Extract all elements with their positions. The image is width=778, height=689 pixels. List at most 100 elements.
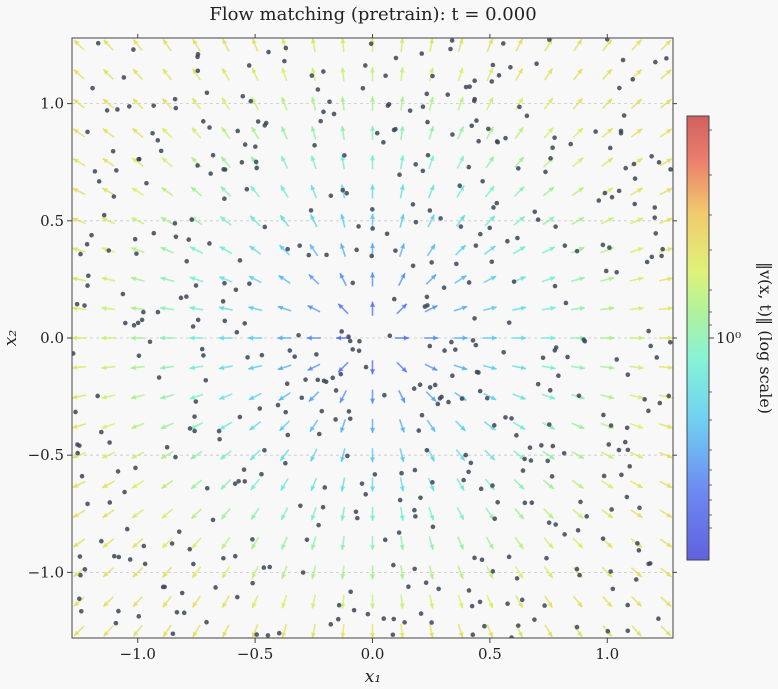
velocity-arrowhead bbox=[637, 483, 643, 488]
sample-point bbox=[574, 624, 580, 630]
sample-point bbox=[505, 601, 510, 607]
velocity-arrowhead bbox=[192, 572, 198, 578]
sample-point bbox=[648, 343, 653, 349]
velocity-arrowhead bbox=[131, 246, 137, 252]
velocity-arrowhead bbox=[189, 394, 196, 400]
sample-point bbox=[242, 479, 248, 484]
sample-point bbox=[242, 321, 248, 326]
velocity-arrowhead bbox=[400, 397, 406, 403]
sample-point bbox=[466, 588, 472, 593]
sample-point bbox=[450, 373, 455, 379]
velocity-arrowhead bbox=[162, 601, 168, 608]
sample-point bbox=[387, 333, 393, 339]
velocity-arrowhead bbox=[250, 215, 256, 222]
sample-point bbox=[122, 489, 127, 495]
sample-point bbox=[463, 452, 469, 458]
sample-point bbox=[199, 346, 205, 352]
sample-point bbox=[347, 416, 353, 422]
velocity-arrowhead bbox=[72, 335, 78, 341]
velocity-arrowhead bbox=[606, 69, 612, 75]
sample-point bbox=[446, 399, 451, 405]
velocity-arrowhead bbox=[310, 38, 316, 44]
sample-point bbox=[630, 77, 636, 82]
velocity-arrowhead bbox=[338, 366, 344, 373]
velocity-arrowhead bbox=[606, 601, 612, 607]
sample-point bbox=[147, 339, 153, 345]
sample-point bbox=[413, 219, 419, 225]
sample-point bbox=[636, 548, 642, 553]
sample-point bbox=[327, 99, 332, 105]
sample-point bbox=[336, 602, 342, 608]
sample-point bbox=[631, 161, 637, 167]
velocity-arrowhead bbox=[220, 484, 227, 490]
velocity-arrowhead bbox=[250, 484, 256, 490]
sample-point bbox=[516, 166, 521, 171]
velocity-arrowhead bbox=[491, 305, 497, 311]
sample-point bbox=[427, 208, 433, 213]
sample-point bbox=[535, 217, 541, 222]
velocity-arrowhead bbox=[221, 513, 227, 520]
velocity-arrowhead bbox=[369, 184, 376, 190]
sample-point bbox=[657, 400, 663, 406]
velocity-arrowhead bbox=[281, 38, 287, 44]
velocity-arrowhead bbox=[519, 424, 526, 430]
sample-point bbox=[436, 586, 441, 592]
sample-point bbox=[74, 301, 80, 307]
velocity-arrowhead bbox=[192, 631, 198, 637]
velocity-arrowhead bbox=[162, 542, 168, 549]
velocity-arrowhead bbox=[339, 397, 345, 403]
sample-point bbox=[620, 57, 626, 63]
chart-title: Flow matching (pretrain): t = 0.000 bbox=[209, 4, 536, 25]
velocity-arrowhead bbox=[222, 97, 227, 104]
sample-point bbox=[652, 215, 658, 220]
velocity-arrowhead bbox=[609, 335, 615, 341]
velocity-arrowhead bbox=[369, 398, 376, 404]
sample-point bbox=[393, 126, 398, 132]
sample-point bbox=[441, 285, 447, 290]
sample-point bbox=[429, 260, 434, 265]
sample-point bbox=[187, 426, 193, 431]
sample-point bbox=[476, 138, 481, 144]
velocity-arrowhead bbox=[549, 394, 556, 400]
sample-point bbox=[241, 467, 247, 472]
sample-point bbox=[542, 603, 547, 608]
sample-point bbox=[186, 237, 192, 242]
sample-point bbox=[469, 603, 475, 609]
sample-point bbox=[208, 171, 213, 176]
velocity-arrowhead bbox=[429, 38, 435, 44]
sample-point bbox=[508, 64, 513, 70]
sample-point bbox=[506, 554, 512, 560]
velocity-arrowhead bbox=[160, 246, 167, 252]
sample-point bbox=[315, 87, 321, 92]
sample-point bbox=[132, 236, 138, 242]
velocity-arrowhead bbox=[489, 245, 496, 251]
velocity-arrowhead bbox=[636, 69, 642, 75]
velocity-arrowhead bbox=[339, 273, 345, 279]
velocity-arrowhead bbox=[251, 602, 257, 609]
velocity-arrowhead bbox=[399, 456, 405, 462]
velocity-arrowhead bbox=[161, 187, 167, 193]
velocity-arrowhead bbox=[103, 98, 109, 105]
sample-point bbox=[333, 388, 339, 393]
sample-point bbox=[314, 352, 319, 357]
velocity-arrowhead bbox=[251, 514, 257, 520]
velocity-arrowhead bbox=[220, 454, 226, 460]
sample-point bbox=[454, 261, 459, 267]
velocity-arrowhead bbox=[517, 38, 523, 45]
velocity-arrowhead bbox=[222, 631, 228, 638]
velocity-arrowhead bbox=[488, 573, 494, 579]
sample-point bbox=[184, 258, 190, 264]
velocity-arrowhead bbox=[636, 512, 643, 518]
velocity-arrowhead bbox=[248, 335, 254, 341]
sample-point bbox=[174, 609, 180, 615]
velocity-arrowhead bbox=[636, 542, 643, 548]
sample-point bbox=[328, 622, 334, 627]
sample-point bbox=[382, 537, 388, 543]
sample-point bbox=[77, 554, 83, 559]
sample-point bbox=[170, 631, 176, 637]
sample-point bbox=[544, 555, 549, 561]
velocity-arrowhead bbox=[192, 68, 198, 75]
velocity-arrowhead bbox=[281, 602, 287, 609]
sample-point bbox=[397, 497, 403, 503]
sample-point bbox=[285, 246, 290, 252]
